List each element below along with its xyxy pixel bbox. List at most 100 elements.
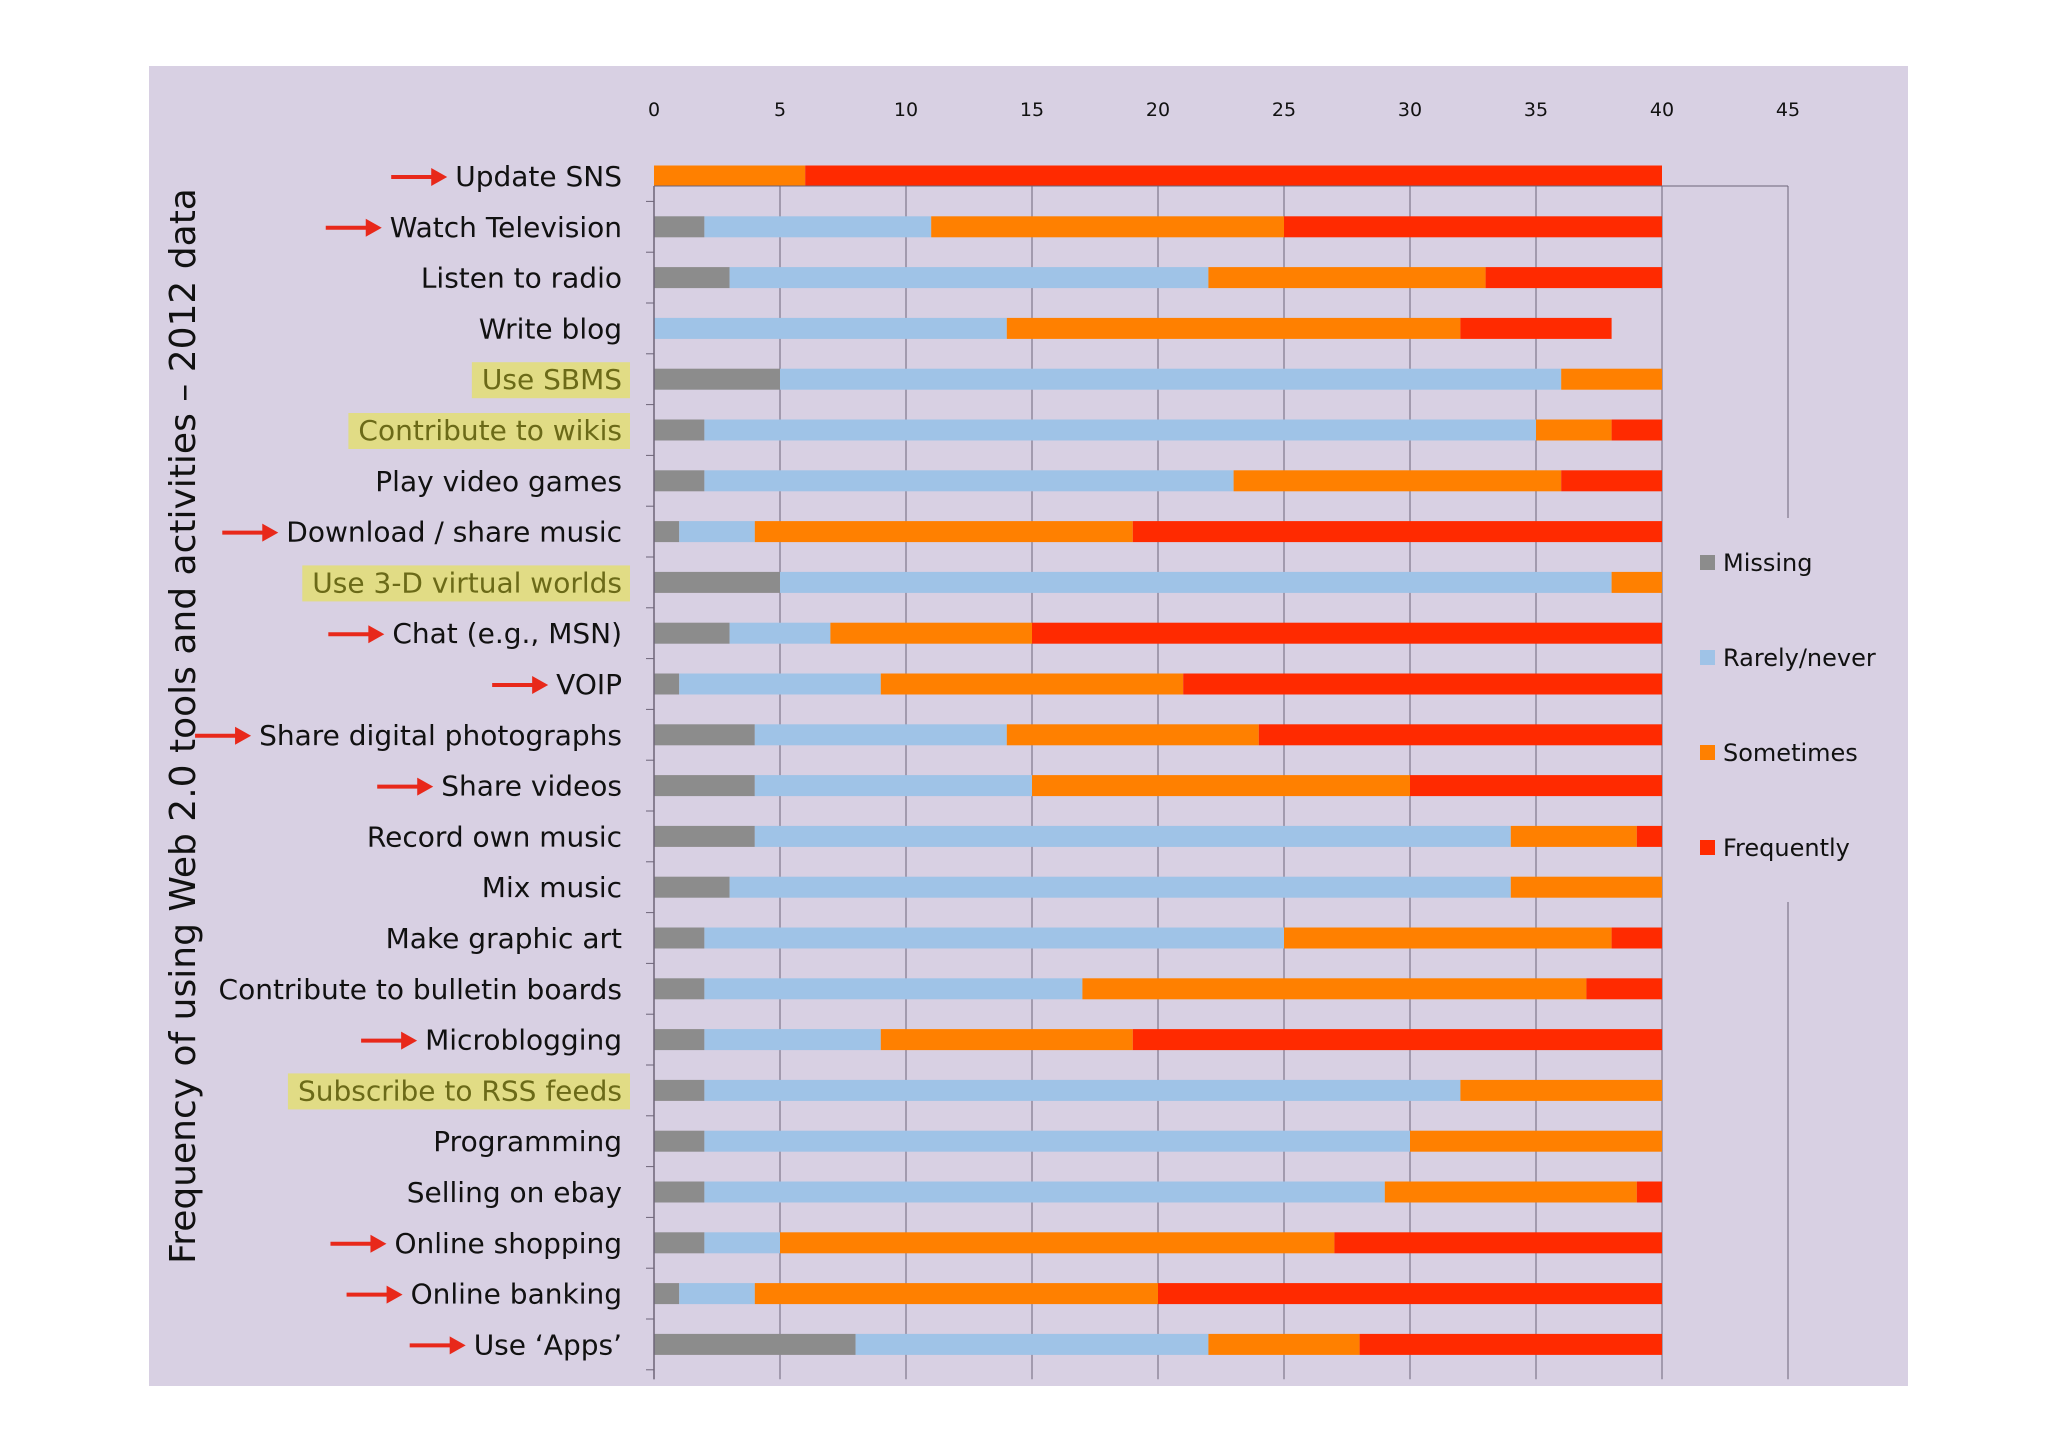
legend-swatch-sometimes xyxy=(1700,745,1715,760)
bar-watch-television-missing xyxy=(654,216,705,238)
bar-make-graphic-art-frequently xyxy=(1611,927,1662,949)
bars xyxy=(654,165,1662,1355)
bar-chat-e-g-msn-rarely-never xyxy=(729,622,831,644)
bar-online-banking-rarely-never xyxy=(679,1283,755,1305)
bar-programming-sometimes xyxy=(1410,1130,1662,1152)
bar-share-digital-photographs-rarely-never xyxy=(754,724,1007,746)
arrow-voip xyxy=(492,676,549,694)
category-label-use-sbms: Use SBMS xyxy=(482,363,622,396)
bar-mix-music-missing xyxy=(654,876,730,898)
chart-panel: 0 5 10 15 20 25 30 35 40 45 Update SNS Watch Telev… xyxy=(149,66,1908,1386)
bar-microblogging-missing xyxy=(654,1029,705,1051)
bar-programming-rarely-never xyxy=(704,1130,1410,1152)
bar-share-digital-photographs-sometimes xyxy=(1006,724,1259,746)
bar-use-3-d-virtual-worlds-sometimes xyxy=(1611,571,1662,593)
legend-swatch-frequently xyxy=(1700,840,1715,855)
bar-download-share-music-rarely-never xyxy=(679,521,755,543)
bar-online-shopping-sometimes xyxy=(780,1232,1335,1254)
category-label-programming: Programming xyxy=(433,1125,622,1158)
category-label-selling-on-ebay: Selling on ebay xyxy=(407,1176,622,1209)
bar-contribute-to-bulletin-boards-sometimes xyxy=(1082,978,1587,1000)
arrow-online-shopping xyxy=(330,1234,387,1253)
bar-online-banking-frequently xyxy=(1158,1283,1662,1305)
bar-contribute-to-wikis-sometimes xyxy=(1536,419,1612,441)
bar-chat-e-g-msn-frequently xyxy=(1032,622,1662,644)
bar-contribute-to-bulletin-boards-missing xyxy=(654,978,705,1000)
bar-update-sns-frequently xyxy=(805,165,1662,187)
axes: 0 5 10 15 20 25 30 35 40 45 xyxy=(646,99,1800,1380)
arrow-share-videos xyxy=(377,777,434,796)
x-tick-label-15: 15 xyxy=(1020,99,1044,121)
label-highlight-use-3-d-virtual-worlds xyxy=(302,565,630,602)
label-highlight-subscribe-to-rss-feeds xyxy=(287,1073,630,1110)
bar-watch-television-rarely-never xyxy=(704,216,932,238)
bar-make-graphic-art-sometimes xyxy=(1284,927,1612,949)
bar-share-videos-frequently xyxy=(1410,775,1662,797)
bar-contribute-to-bulletin-boards-rarely-never xyxy=(704,978,1083,1000)
label-highlight-contribute-to-wikis xyxy=(348,413,630,449)
bar-voip-sometimes xyxy=(880,673,1184,695)
category-label-mix-music: Mix music xyxy=(482,871,622,904)
bar-share-videos-rarely-never xyxy=(754,775,1032,797)
bar-record-own-music-frequently xyxy=(1636,825,1662,847)
category-label-share-videos: Share videos xyxy=(441,770,622,803)
bar-record-own-music-rarely-never xyxy=(754,825,1511,847)
x-tick-label-30: 30 xyxy=(1398,99,1422,121)
bar-subscribe-to-rss-feeds-sometimes xyxy=(1460,1079,1662,1101)
category-label-contribute-to-bulletin-boards: Contribute to bulletin boards xyxy=(219,973,622,1006)
bar-online-banking-sometimes xyxy=(754,1283,1158,1305)
bar-share-digital-photographs-missing xyxy=(654,724,755,746)
bar-subscribe-to-rss-feeds-missing xyxy=(654,1079,705,1101)
bar-listen-to-radio-missing xyxy=(654,267,730,289)
bar-make-graphic-art-missing xyxy=(654,927,705,949)
bar-use-3-d-virtual-worlds-missing xyxy=(654,571,780,593)
arrow-update-sns xyxy=(391,168,448,186)
bar-selling-on-ebay-sometimes xyxy=(1384,1181,1637,1203)
bar-online-shopping-missing xyxy=(654,1232,705,1254)
arrow-download-share-music xyxy=(222,523,279,542)
arrow-share-digital-photographs xyxy=(195,726,252,745)
bar-voip-missing xyxy=(654,673,680,695)
legend-label-frequently: Frequently xyxy=(1723,834,1850,862)
stacked-bar-chart: 0 5 10 15 20 25 30 35 40 45 Update SNS Watch Telev… xyxy=(163,99,1876,1380)
bar-microblogging-rarely-never xyxy=(704,1029,881,1051)
x-tick-label-5: 5 xyxy=(774,99,786,121)
legend-swatch-rarely-never xyxy=(1700,650,1715,665)
category-label-watch-television: Watch Television xyxy=(390,211,622,244)
bar-share-digital-photographs-frequently xyxy=(1258,724,1662,746)
category-label-use-3-d-virtual-worlds: Use 3-D virtual worlds xyxy=(312,566,622,599)
category-label-share-digital-photographs: Share digital photographs xyxy=(259,719,622,752)
bar-selling-on-ebay-rarely-never xyxy=(704,1181,1385,1203)
bar-download-share-music-sometimes xyxy=(754,521,1133,543)
bar-programming-missing xyxy=(654,1130,705,1152)
bar-update-sns-sometimes xyxy=(654,165,806,187)
bar-selling-on-ebay-missing xyxy=(654,1181,705,1203)
category-label-update-sns: Update SNS xyxy=(455,160,622,193)
bar-use-3-d-virtual-worlds-rarely-never xyxy=(780,571,1612,593)
x-tick-label-20: 20 xyxy=(1146,99,1170,121)
category-label-make-graphic-art: Make graphic art xyxy=(386,922,622,955)
bar-listen-to-radio-frequently xyxy=(1485,267,1662,289)
label-highlight-use-sbms xyxy=(471,362,630,399)
bar-voip-rarely-never xyxy=(679,673,881,695)
bar-online-shopping-rarely-never xyxy=(704,1232,780,1254)
legend-label-sometimes: Sometimes xyxy=(1723,739,1858,767)
category-label-voip: VOIP xyxy=(556,668,622,701)
x-tick-label-45: 45 xyxy=(1776,99,1800,121)
bar-write-blog-rarely-never xyxy=(654,317,1007,339)
bar-write-blog-sometimes xyxy=(1006,317,1461,339)
bar-watch-television-frequently xyxy=(1284,216,1662,238)
bar-play-video-games-rarely-never xyxy=(704,470,1234,492)
arrow-use-apps xyxy=(409,1336,466,1355)
bar-play-video-games-missing xyxy=(654,470,705,492)
bar-use-apps-missing xyxy=(654,1333,856,1355)
bar-watch-television-sometimes xyxy=(931,216,1284,238)
bar-play-video-games-sometimes xyxy=(1233,470,1562,492)
bar-make-graphic-art-rarely-never xyxy=(704,927,1284,949)
x-tick-label-0: 0 xyxy=(648,99,660,121)
x-tick-label-10: 10 xyxy=(894,99,918,121)
bar-share-videos-sometimes xyxy=(1032,775,1410,797)
bar-mix-music-sometimes xyxy=(1510,876,1662,898)
legend: Missing Rarely/never Sometimes Frequently xyxy=(1700,549,1876,862)
bar-use-apps-sometimes xyxy=(1208,1333,1360,1355)
